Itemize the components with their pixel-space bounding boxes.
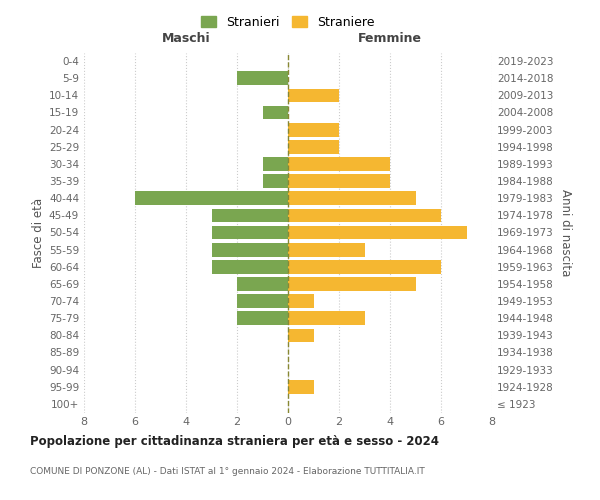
Bar	[288, 312, 365, 325]
Bar	[288, 294, 314, 308]
Y-axis label: Fasce di età: Fasce di età	[32, 198, 45, 268]
Bar	[288, 243, 365, 256]
Bar	[212, 260, 288, 274]
Bar	[288, 123, 339, 136]
Bar	[237, 312, 288, 325]
Bar	[288, 260, 441, 274]
Y-axis label: Anni di nascita: Anni di nascita	[559, 189, 572, 276]
Bar	[288, 140, 339, 153]
Bar	[135, 192, 288, 205]
Bar	[288, 192, 416, 205]
Bar	[212, 243, 288, 256]
Text: Maschi: Maschi	[161, 32, 211, 46]
Bar	[263, 174, 288, 188]
Text: Femmine: Femmine	[358, 32, 422, 46]
Bar	[237, 277, 288, 291]
Bar	[212, 226, 288, 239]
Bar	[263, 106, 288, 120]
Bar	[288, 88, 339, 102]
Bar	[288, 157, 390, 171]
Text: COMUNE DI PONZONE (AL) - Dati ISTAT al 1° gennaio 2024 - Elaborazione TUTTITALIA: COMUNE DI PONZONE (AL) - Dati ISTAT al 1…	[30, 468, 425, 476]
Bar	[212, 208, 288, 222]
Text: Popolazione per cittadinanza straniera per età e sesso - 2024: Popolazione per cittadinanza straniera p…	[30, 435, 439, 448]
Bar	[288, 277, 416, 291]
Bar	[237, 294, 288, 308]
Bar	[288, 174, 390, 188]
Legend: Stranieri, Straniere: Stranieri, Straniere	[201, 16, 375, 28]
Bar	[288, 380, 314, 394]
Bar	[288, 208, 441, 222]
Bar	[288, 226, 467, 239]
Bar	[237, 72, 288, 85]
Bar	[263, 157, 288, 171]
Bar	[288, 328, 314, 342]
